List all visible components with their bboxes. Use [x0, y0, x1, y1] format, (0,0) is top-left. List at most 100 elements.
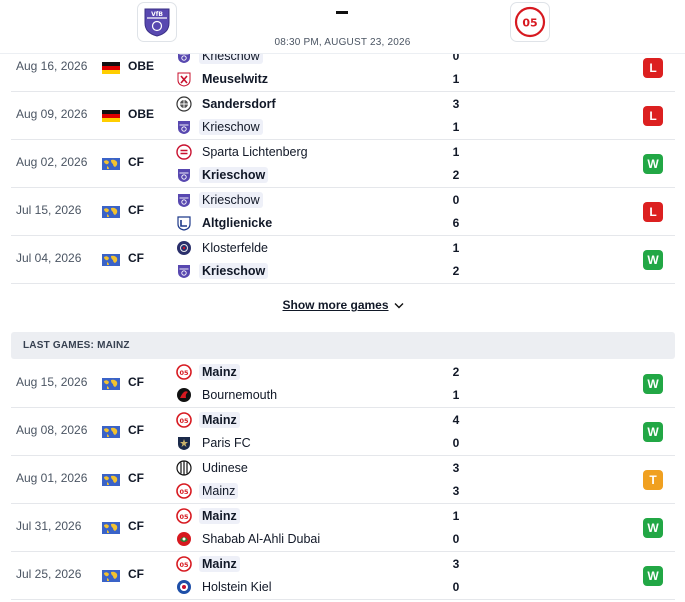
match-row[interactable]: Jul 15, 2026 CF Krieschow Altglienicke 0 6 L [11, 188, 675, 236]
holstein-kiel-icon [177, 580, 191, 594]
competition-code: CF [128, 567, 144, 581]
team-1-score: 0 [452, 193, 460, 207]
mainz-icon: 05 [176, 556, 192, 572]
team-1: 05 Mainz [176, 409, 240, 431]
team-2-score: 6 [452, 216, 460, 230]
match-row[interactable]: Jul 31, 2026 CF 05 Mainz Shabab Al-Ahli Duba… [11, 504, 675, 552]
team-2-score: 1 [452, 72, 460, 86]
svg-text:VfB: VfB [151, 11, 163, 18]
team-1: 05 Mainz [176, 361, 240, 383]
team-name: Meuselwitz [202, 72, 268, 86]
match-date: Aug 08, 2026 [16, 423, 88, 437]
result-badge: W [643, 154, 663, 174]
team-1: Klosterfelde [176, 237, 271, 259]
mainz-icon: 05 [176, 483, 192, 499]
klosterfelde-icon [177, 241, 191, 255]
team-2-score: 0 [452, 532, 460, 546]
krieschow-icon [178, 169, 190, 182]
match-row[interactable]: Aug 01, 2026 CF Udinese 05 Mainz 3 3 T [11, 456, 675, 504]
section-title: LAST GAMES: MAINZ [23, 340, 130, 351]
team-2-score: 1 [452, 120, 460, 134]
chevron-down-icon [394, 302, 404, 308]
competition-code: CF [128, 423, 144, 437]
away-team-logo[interactable]: 05 [510, 2, 550, 42]
team-1-score: 4 [452, 413, 460, 427]
team-2: Paris FC [176, 432, 254, 454]
team-name: Shabab Al-Ahli Dubai [202, 532, 321, 546]
team-name: Krieschow [199, 119, 263, 135]
team-1: Sandersdorf [176, 93, 279, 115]
world-flag [102, 426, 120, 438]
team-2-score: 1 [452, 388, 460, 402]
match-row[interactable]: Aug 15, 2026 CF 05 Mainz Bournemouth 2 1 W [11, 360, 675, 408]
team-2-score: 3 [452, 484, 460, 498]
team-1-score: 3 [452, 557, 460, 571]
team-1-score: 1 [452, 145, 460, 159]
germany-flag [102, 62, 120, 74]
team-2: 05 Mainz [176, 480, 239, 502]
paris-fc-icon [178, 437, 190, 450]
result-badge: L [643, 106, 663, 126]
udinese-icon [176, 460, 192, 476]
result-badge: W [643, 374, 663, 394]
team-2: Krieschow [176, 260, 269, 282]
team-2: Bournemouth [176, 384, 280, 406]
world-flag [102, 570, 120, 582]
match-date: Jul 25, 2026 [16, 567, 82, 581]
show-more-games-link[interactable]: Show more games [11, 289, 675, 321]
kickoff-time: 08:30 PM, AUGUST 23, 2026 [274, 37, 411, 48]
match-date: Jul 31, 2026 [16, 519, 82, 533]
show-more-label: Show more games [282, 298, 389, 312]
match-row[interactable]: Jul 25, 2026 CF 05 Mainz Holstein Kiel 3 0 W [11, 552, 675, 600]
competition-code: CF [128, 519, 144, 533]
team-2: Altglienicke [176, 212, 275, 234]
score-separator [336, 11, 348, 14]
mainz-icon: 05 [176, 412, 192, 428]
team-name: Krieschow [199, 192, 263, 208]
meuselwitz-icon [177, 72, 191, 87]
match-row[interactable]: Jul 04, 2026 CF Klosterfelde Krieschow 1 2 W [11, 236, 675, 284]
team-name: Mainz [199, 508, 240, 524]
team-1: Sparta Lichtenberg [176, 141, 311, 163]
match-row[interactable]: Aug 09, 2026 OBE Sandersdorf Krieschow 3 1 L [11, 92, 675, 140]
team-1-score: 1 [452, 241, 460, 255]
team-2: Meuselwitz [176, 68, 271, 90]
shabab-al-ahli-icon [177, 532, 191, 546]
away-last-games-list: Aug 15, 2026 CF 05 Mainz Bournemouth 2 1 W Aug 0… [11, 360, 675, 600]
result-badge: W [643, 566, 663, 586]
team-2: Krieschow [176, 164, 269, 186]
match-row[interactable]: Aug 02, 2026 CF Sparta Lichtenberg Kriescho… [11, 140, 675, 188]
competition-code: CF [128, 251, 144, 265]
competition-code: CF [128, 375, 144, 389]
team-name: Krieschow [199, 263, 269, 279]
home-team-logo[interactable]: VfB [137, 2, 177, 42]
result-badge: T [643, 470, 663, 490]
mainz-icon: 05 [176, 508, 192, 524]
mainz-icon: 05 [176, 364, 192, 380]
result-badge: W [643, 518, 663, 538]
result-badge: L [643, 58, 663, 78]
krieschow-icon [178, 265, 190, 278]
krieschow-icon [178, 121, 190, 134]
match-date: Aug 02, 2026 [16, 155, 88, 169]
team-2-score: 0 [452, 436, 460, 450]
team-name: Altglienicke [202, 216, 273, 230]
team-name: Mainz [199, 556, 240, 572]
world-flag [102, 474, 120, 486]
svg-text:05: 05 [179, 417, 189, 425]
world-flag [102, 522, 120, 534]
match-row[interactable]: Aug 08, 2026 CF 05 Mainz Paris FC 4 0 W [11, 408, 675, 456]
team-name: Udinese [202, 461, 248, 475]
sparta-lichtenberg-icon [176, 144, 192, 160]
team-name: Bournemouth [202, 388, 278, 402]
altglienicke-icon [177, 216, 191, 231]
world-flag [102, 158, 120, 170]
team-2-score: 2 [452, 168, 460, 182]
team-2-score: 0 [452, 580, 460, 594]
germany-flag [102, 110, 120, 122]
team-1-score: 3 [452, 97, 460, 111]
team-1: 05 Mainz [176, 505, 240, 527]
team-name: Sparta Lichtenberg [202, 145, 308, 159]
svg-text:05: 05 [179, 561, 189, 569]
result-badge: W [643, 422, 663, 442]
